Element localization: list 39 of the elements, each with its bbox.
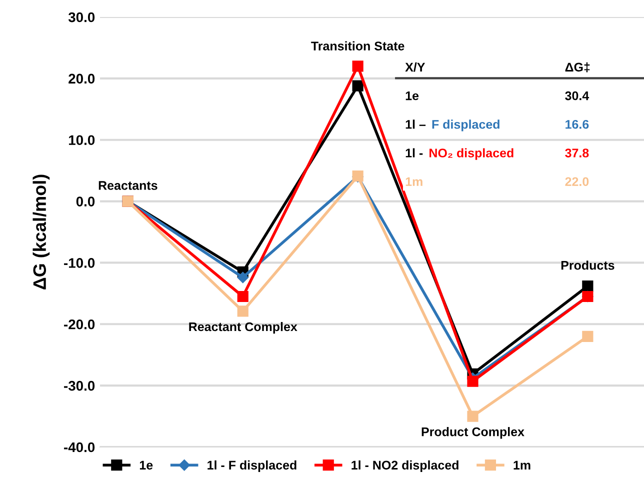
annotation: 1l - xyxy=(406,148,423,158)
point xyxy=(352,80,364,92)
annotation: 37.8 xyxy=(565,148,589,158)
y-tick-label: 20.0 xyxy=(68,74,95,84)
annotation: F displaced xyxy=(432,120,500,132)
annotation: Reactant Complex xyxy=(189,322,298,334)
legend-label: 1m xyxy=(514,460,530,470)
y-tick-label: -40.0 xyxy=(64,442,95,452)
y-tick-label: -30.0 xyxy=(64,380,95,391)
annotation: 1l – xyxy=(406,120,426,129)
annotation: 30.4 xyxy=(565,91,590,100)
legend-label: 1l - F displaced xyxy=(208,460,296,472)
annotation: Product Complex xyxy=(422,427,524,439)
annotation: Transition State xyxy=(311,41,404,50)
y-tick-label: 0.0 xyxy=(76,196,95,206)
legend-label: 1l - NO2 displaced xyxy=(352,460,458,472)
point xyxy=(352,60,364,72)
annotation: 22.0 xyxy=(565,177,589,186)
point xyxy=(237,306,248,317)
point xyxy=(237,272,248,284)
annotation: 1m xyxy=(406,177,422,186)
point xyxy=(237,290,248,302)
y-axis-title: ΔG (kcal/mol) xyxy=(32,174,50,290)
point xyxy=(467,376,478,387)
point xyxy=(582,280,594,292)
annotation: Products xyxy=(561,260,614,270)
annotation: Reactants xyxy=(98,181,158,190)
y-tick-label: 10.0 xyxy=(68,135,95,146)
annotation: ΔG‡ xyxy=(565,62,590,72)
annotation: NO₂ displaced xyxy=(430,148,514,160)
point xyxy=(467,410,478,422)
annotation: 16.6 xyxy=(566,120,589,129)
y-tick-label: -10.0 xyxy=(64,258,95,268)
legend-label: 1e xyxy=(140,460,153,470)
annotation: 1e xyxy=(406,91,419,100)
y-tick-label: 30.0 xyxy=(68,12,95,22)
y-tick-label: -20.0 xyxy=(64,319,95,330)
point xyxy=(582,330,594,342)
annotation: X/Y xyxy=(405,62,426,72)
